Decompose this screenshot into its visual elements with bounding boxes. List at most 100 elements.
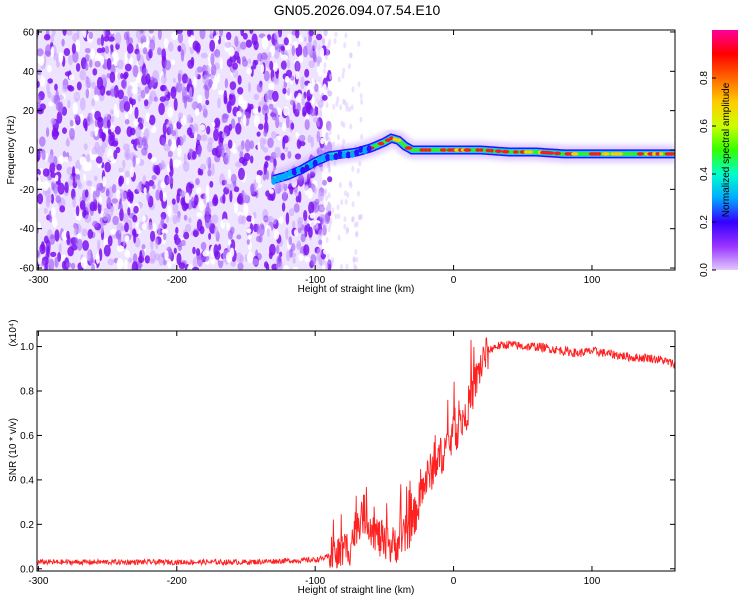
snr-x-axis-label: Height of straight line (km)	[298, 585, 415, 596]
ridge-blob	[271, 177, 277, 185]
colorbar-tick-label: 0.6	[699, 119, 710, 133]
ridge-blob	[300, 166, 306, 174]
ridge-blob	[337, 150, 343, 158]
spectrogram-ytick-label: -40	[20, 224, 35, 235]
snr-ytick-label: 0.8	[20, 387, 34, 398]
snr-frame	[36, 330, 676, 572]
ridge-hotspot	[553, 151, 562, 156]
noise-speckle	[37, 30, 364, 270]
spectrogram-ytick-label: -60	[20, 264, 35, 275]
snr-multiplier-label: (x10⁴)	[8, 319, 19, 346]
ridge-hotspot	[592, 152, 599, 156]
colorbar-tick-label: 0.0	[699, 263, 710, 277]
snr-ytick-label: 0.6	[20, 431, 34, 442]
ridge-hotspot	[596, 152, 602, 156]
ridge-hotspot	[377, 141, 385, 146]
ridge-hotspot	[475, 148, 481, 152]
ridge-hotspot	[672, 152, 675, 156]
ridge-blob	[333, 153, 339, 160]
ridge-hotspot	[636, 152, 644, 156]
ridge-hotspot	[479, 148, 484, 152]
snr-xtick-label: 100	[584, 576, 601, 587]
ridge-hotspot	[571, 152, 579, 156]
spectrogram-ytick-label: -20	[20, 185, 35, 196]
ridge-blob	[341, 151, 347, 159]
colorbar-tick-label: 0.4	[699, 167, 710, 181]
ridge-blob	[316, 156, 322, 164]
ridge-hotspot	[495, 149, 502, 153]
ridge-blob	[329, 153, 335, 161]
ridge-hotspot	[489, 148, 494, 153]
signal-ridge	[271, 128, 675, 189]
snr-ytick-label: 0.2	[20, 520, 34, 531]
ridge-hotspot	[669, 152, 674, 156]
colorbar-tick-label: 0.2	[699, 215, 710, 229]
spectrogram-xtick-label: 100	[584, 275, 601, 286]
spectrogram-x-axis-label: Height of straight line (km)	[298, 284, 415, 295]
ridge-blob	[291, 168, 297, 176]
ridge-blob	[345, 151, 351, 159]
snr-xtick-label: -300	[28, 576, 48, 587]
snr-xtick-label: 0	[451, 576, 457, 587]
spectrogram-xtick-label: -200	[167, 275, 187, 286]
ridge-hotspot	[427, 148, 432, 152]
ridge-blob	[279, 174, 285, 182]
ridge-hotspot	[652, 152, 657, 156]
ridge-hotspot	[423, 148, 428, 152]
figure-title: GN05.2026.094.07.54.E10	[273, 2, 441, 18]
ridge-blob	[362, 146, 368, 154]
spectrogram-y-axis-label: Frequency (Hz)	[6, 116, 17, 185]
ridge-hotspot	[546, 151, 555, 155]
ridge-blob	[283, 171, 289, 179]
colorbar-gradient	[712, 30, 738, 270]
snr-y-axis-label: SNR (10 * v/v)	[8, 418, 19, 482]
ridge-hotspot	[485, 148, 491, 153]
spectrogram-xtick-label: 0	[451, 275, 457, 286]
ridge-blob	[366, 145, 372, 153]
ridge-hotspot	[610, 152, 615, 156]
ridge-hotspot	[404, 146, 413, 150]
colorbar: 0.0 0.2 0.4 0.6 0.8 Normalized spectral ampl…	[699, 30, 738, 277]
colorbar-tick-label: 0.8	[699, 71, 710, 85]
ridge-hotspot	[439, 148, 447, 152]
ridge-hotspot	[616, 152, 624, 156]
spectrogram-xtick-label: -100	[305, 275, 325, 286]
ridge-hotspot	[601, 152, 610, 156]
snr-xtick-label: -200	[167, 576, 187, 587]
ridge-blob	[287, 169, 293, 177]
ridge-hotspot	[501, 149, 510, 154]
snr-ytick-label: 0.4	[20, 475, 34, 486]
snr-series-line	[37, 336, 675, 569]
ridge-blob	[321, 154, 326, 162]
ridge-blob	[325, 153, 331, 161]
spectrogram-ytick-label: 60	[23, 27, 35, 38]
snr-xtick-label: -100	[305, 576, 325, 587]
ridge-blob	[312, 159, 318, 167]
snr-ytick-label: 0.0	[20, 564, 34, 575]
snr-plot-area	[37, 331, 675, 571]
spectrogram-ytick-label: 0	[28, 146, 34, 157]
ridge-hotspot	[385, 138, 391, 142]
spectrogram-ytick-label: 20	[23, 106, 35, 117]
ridge-blob	[354, 149, 360, 157]
ridge-hotspot	[655, 152, 660, 156]
ridge-blob	[308, 161, 314, 169]
ridge-hotspot	[526, 150, 534, 154]
spectrogram-ytick-label: 40	[23, 67, 35, 78]
ridge-hotspot	[419, 148, 426, 152]
ridge-hotspot	[513, 150, 519, 154]
colorbar-label: Normalized spectral amplitude	[721, 82, 732, 217]
ridge-hotspot	[463, 148, 472, 152]
ridge-hotspot	[394, 138, 402, 142]
ridge-hotspot	[659, 152, 664, 156]
ridge-blob	[296, 166, 302, 174]
spectrogram-xtick-label: -300	[28, 275, 48, 286]
ridge-blob	[304, 164, 310, 172]
snr-panel: -300 -200 -100 0 100 0.0 0.2 0.4 0.6 0.8 1.0 Heigh…	[8, 319, 676, 596]
ridge-blob	[350, 150, 355, 158]
ridge-blob	[275, 175, 281, 183]
snr-ytick-label: 1.0	[20, 342, 34, 353]
ridge-blob	[358, 145, 364, 153]
